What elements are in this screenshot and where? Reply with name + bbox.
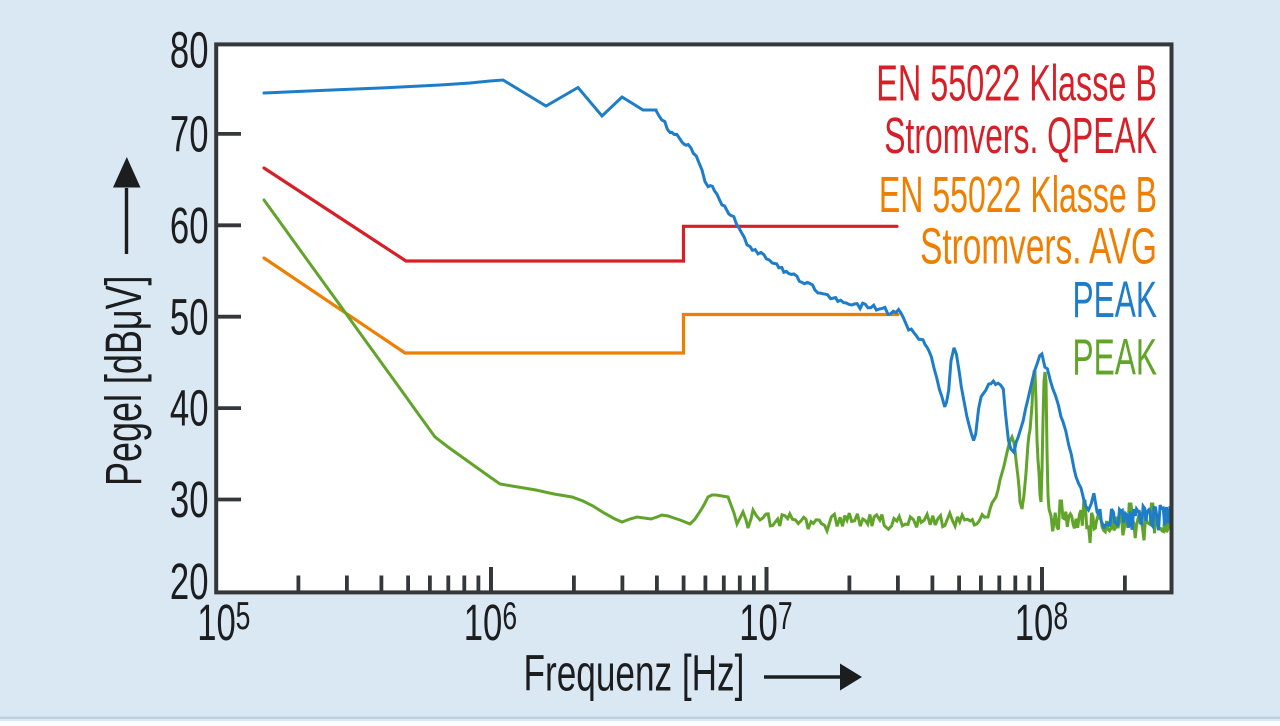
svg-text:50: 50 [170,290,209,346]
svg-text:10: 10 [1015,596,1054,652]
svg-text:8: 8 [1053,595,1068,638]
svg-text:10: 10 [464,596,503,652]
svg-text:Pegel [dBμV]: Pegel [dBμV] [96,275,153,486]
svg-text:PEAK: PEAK [1073,329,1157,385]
svg-text:Stromvers. AVG: Stromvers. AVG [920,219,1157,276]
svg-text:10: 10 [739,596,778,652]
svg-text:40: 40 [170,381,209,437]
svg-text:70: 70 [170,107,209,163]
svg-text:80: 80 [170,23,209,79]
svg-text:EN 55022 Klasse B: EN 55022 Klasse B [876,55,1157,112]
svg-text:PEAK: PEAK [1073,271,1157,327]
svg-text:5: 5 [236,595,251,638]
svg-text:Stromvers. QPEAK: Stromvers. QPEAK [884,109,1157,165]
svg-text:60: 60 [170,198,209,254]
svg-text:20: 20 [170,555,209,611]
svg-text:Frequenz [Hz]: Frequenz [Hz] [524,645,745,702]
svg-text:6: 6 [502,595,517,638]
svg-text:10: 10 [197,596,236,652]
svg-text:EN 55022 Klasse B: EN 55022 Klasse B [879,166,1157,223]
svg-text:30: 30 [170,473,209,529]
svg-text:7: 7 [778,595,793,638]
